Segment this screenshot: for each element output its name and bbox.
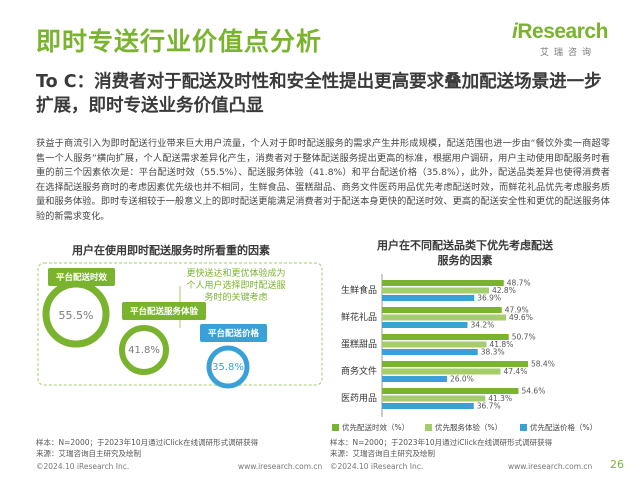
- bar-value-label: 42.8%: [492, 286, 516, 295]
- factor-value-3: 35.8%: [212, 362, 244, 373]
- logo-wordmark: iResearch: [512, 20, 608, 44]
- category-label: 医药用品: [341, 393, 377, 404]
- factor-circle-3: [206, 345, 250, 389]
- factor-circle-2: [119, 325, 169, 375]
- bar: [382, 395, 486, 402]
- category-label: 商务文件: [341, 365, 377, 377]
- bar: [382, 280, 504, 286]
- bar-value-label: 49.6%: [509, 313, 533, 322]
- bar: [382, 307, 502, 313]
- left-note-source: 来源：艾瑞咨询自主研究及绘制: [36, 449, 141, 458]
- iresearch-logo: iResearch 艾瑞咨询: [512, 20, 608, 66]
- category-label: 蛋糕甜品: [341, 338, 377, 350]
- bar-value-label: 36.7%: [477, 402, 501, 411]
- bar-value-label: 36.9%: [477, 294, 501, 303]
- bar: [382, 287, 489, 294]
- bar: [382, 322, 468, 328]
- legend-label: 优先配送价格（%）: [530, 422, 597, 432]
- callout-text: 更快送达和更优体验成为个人用户选择即时配送服务时的关键考虑: [186, 269, 286, 303]
- factor-value-1: 55.5%: [58, 309, 94, 322]
- bar: [382, 361, 528, 367]
- bar-value-label: 38.3%: [481, 348, 505, 357]
- bar-value-label: 34.2%: [471, 321, 495, 330]
- bar: [382, 334, 509, 340]
- bar: [382, 368, 501, 375]
- logo-letter-i: i: [512, 20, 518, 43]
- section-subtitle: To C：消费者对于配送及时性和安全性提出更高要求叠加配送场景进一步扩展，即时专…: [36, 72, 602, 116]
- bar-value-label: 58.4%: [531, 360, 555, 369]
- left-footer-copyright: ©2024.10 iResearch Inc.: [36, 462, 130, 471]
- bar: [382, 403, 474, 409]
- bar-value-label: 47.9%: [505, 306, 529, 315]
- legend-label: 优先配送时效（%）: [342, 422, 409, 432]
- bar: [382, 314, 506, 321]
- right-panel-title-line2: 服务的因素: [437, 254, 493, 267]
- category-label: 鲜花礼品: [341, 311, 377, 323]
- page-number: 26: [610, 458, 624, 471]
- logo-subtitle: 艾瑞咨询: [540, 48, 597, 58]
- logo-letters: Research: [517, 20, 608, 43]
- bar-value-label: 26.0%: [450, 375, 474, 384]
- body-paragraph: 获益于商流引入为即时配送行业带来巨大用户流量，个人对于即时配送服务的需求产生井形…: [36, 138, 610, 222]
- legend-label: 优先服务体验（%）: [435, 422, 502, 432]
- bar-value-label: 50.7%: [512, 333, 536, 342]
- right-note-source: 来源：艾瑞咨询自主研究及绘制: [330, 449, 435, 458]
- legend-swatch: [332, 424, 339, 431]
- bar-value-label: 41.8%: [490, 340, 514, 349]
- bar-value-label: 54.6%: [522, 387, 546, 396]
- factor-tag-2: 平台配送服务体验: [122, 302, 207, 320]
- category-bar-chart: 生鲜食品 48.7%42.8%36.9% 鲜花礼品 47.9%49.6% 34.2% 蛋糕…: [332, 274, 597, 432]
- dashed-frame: [37, 262, 323, 386]
- bar-value-label: 47.4%: [504, 367, 528, 376]
- category-label: 生鲜食品: [341, 284, 377, 296]
- bar-value-label: 41.3%: [488, 394, 512, 403]
- legend-swatch: [425, 424, 432, 431]
- bar-value-label: 48.7%: [507, 279, 531, 288]
- right-panel-title: 用户在不同配送品类下优先考虑配送 服务的因素: [330, 238, 600, 268]
- right-footer-copyright: ©2024.10 iResearch Inc.: [330, 462, 424, 471]
- bar: [382, 341, 487, 348]
- left-panel-title: 用户在使用即时配送服务时所看重的因素: [72, 244, 270, 257]
- page-title: 即时专送行业价值点分析: [36, 27, 323, 56]
- left-note-sample: 样本：N=2000；于2023年10月通过iClick在线调研形式调研获得: [36, 438, 259, 447]
- factor-tag-1: 平台配送时效: [48, 268, 116, 286]
- bar: [382, 349, 478, 355]
- bar: [382, 295, 475, 301]
- bar: [382, 388, 519, 394]
- factor-tag-3: 平台配送价格: [200, 324, 268, 342]
- bar: [382, 376, 447, 382]
- right-footer-url: www.iresearch.com.cn: [508, 462, 593, 471]
- right-panel-title-line1: 用户在不同配送品类下优先考虑配送: [377, 239, 553, 252]
- right-note-sample: 样本：N=2000；于2023年10月通过iClick在线调研形式调研获得: [330, 438, 553, 447]
- legend-swatch: [520, 424, 527, 431]
- left-footer-url: www.iresearch.com.cn: [238, 462, 323, 471]
- factor-value-2: 41.8%: [128, 345, 160, 356]
